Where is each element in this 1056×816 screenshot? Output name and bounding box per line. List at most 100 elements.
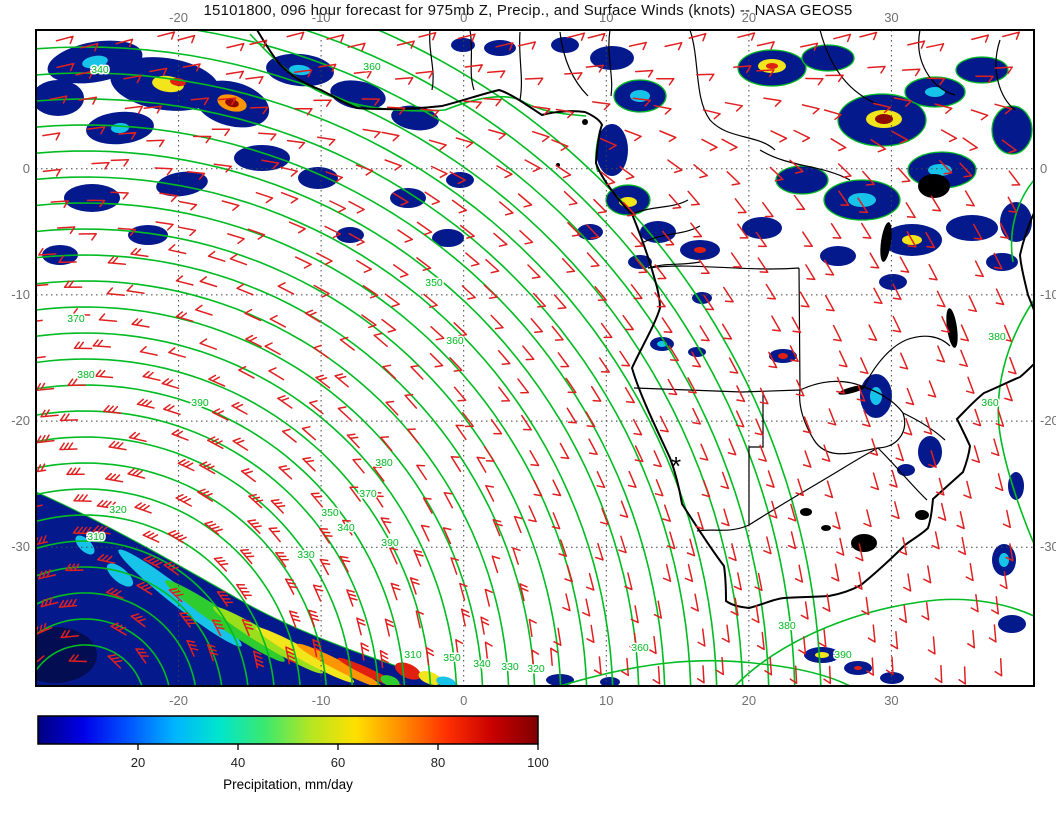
contour-label: 370 — [67, 313, 85, 325]
height-contour-line — [36, 332, 458, 686]
lon-tick-label-bottom: 20 — [742, 693, 756, 708]
precip-blob — [390, 188, 426, 208]
contour-label: 370 — [359, 488, 377, 500]
contour-label: 350 — [425, 277, 443, 289]
wind-barbs-path — [36, 31, 1021, 685]
precip-core — [925, 87, 945, 97]
interior-mark-2 — [821, 525, 831, 531]
interior-mark-1 — [800, 508, 812, 516]
precip-blob — [879, 274, 907, 290]
precip-blob — [640, 221, 676, 243]
contour-label: 340 — [91, 64, 109, 76]
contour-label: 350 — [443, 652, 461, 664]
colorbar-tick-label: 80 — [431, 755, 445, 770]
precip-blob — [446, 172, 474, 188]
contour-label: 310 — [87, 531, 105, 543]
precip-blob — [156, 171, 208, 197]
precip-blob — [1000, 202, 1032, 242]
lake-malawi — [946, 308, 958, 348]
geography — [256, 30, 1034, 610]
lat-tick-label-left: -10 — [11, 287, 30, 302]
precip-blob — [820, 246, 856, 266]
precip-blob — [955, 56, 1009, 84]
lon-tick-label-bottom: 10 — [599, 693, 613, 708]
height-contour-line — [195, 30, 770, 686]
colorbar-ticks: 20 40 60 80 100 — [131, 744, 549, 770]
precip-blob — [451, 38, 475, 52]
contour-label: 380 — [778, 620, 796, 632]
contour-label: 360 — [446, 335, 464, 347]
precip-blob — [986, 253, 1018, 271]
contour-label: 350 — [321, 507, 339, 519]
precip-blob — [991, 105, 1033, 155]
precip-blob — [998, 615, 1026, 633]
height-contour-line — [36, 46, 744, 686]
precip-core — [36, 627, 97, 683]
height-contour-line — [36, 514, 275, 686]
precip-core — [694, 247, 706, 253]
precip-blob — [596, 124, 628, 176]
plot-title: 15101800, 096 hour forecast for 975mb Z,… — [203, 2, 853, 19]
precip-blob — [801, 44, 855, 72]
africa-coastline — [256, 30, 1034, 610]
precip-blob — [880, 672, 904, 684]
lat-tick-label-right: 0 — [1040, 161, 1047, 176]
lon-tick-label-bottom: -20 — [169, 693, 188, 708]
colorbar-tick-label: 40 — [231, 755, 245, 770]
lake-tanganyika — [880, 222, 892, 262]
height-contour-line — [36, 436, 354, 686]
south-coast-contour-2 — [559, 659, 851, 686]
contour-label: 310 — [404, 649, 422, 661]
colorbar-tick-label: 20 — [131, 755, 145, 770]
lat-tick-label-right: -30 — [1040, 539, 1056, 554]
lon-tick-label-top: 20 — [742, 10, 756, 25]
height-contour-line — [36, 306, 484, 686]
height-contour-line — [36, 254, 536, 686]
precip-blob — [336, 227, 364, 243]
contour-labels: 340 360 350 360 370 380 390 380 370 350 340 330 320 3… — [66, 60, 1008, 677]
plot-border — [35, 29, 1035, 687]
precip-core — [875, 114, 893, 124]
contour-label: 330 — [297, 549, 315, 561]
height-contour-line — [36, 592, 197, 686]
south-coast-contour-1 — [734, 598, 1034, 686]
lon-tick-label-bottom: -10 — [312, 693, 331, 708]
contour-label: 360 — [631, 642, 649, 654]
precip-blob — [742, 217, 782, 239]
wind-barbs — [36, 31, 1021, 685]
precip-blob — [897, 464, 915, 476]
contour-label: 380 — [375, 457, 393, 469]
lon-tick-label-bottom: 30 — [884, 693, 898, 708]
axis-tick-labels: -20 -20 -10 -10 0 0 10 10 20 20 30 30 0 0 -10 -10 -20 -20… — [11, 10, 1056, 708]
lat-tick-label-left: -20 — [11, 413, 30, 428]
forecast-map: 340 360 350 360 370 380 390 380 370 350 340 330 320 3… — [11, 10, 1056, 708]
contour-label: 380 — [77, 369, 95, 381]
height-contour-line — [36, 228, 562, 686]
lon-tick-label-top: 10 — [599, 10, 613, 25]
contour-label: 380 — [988, 331, 1006, 343]
precip-core — [870, 387, 882, 405]
lon-tick-label-top: -10 — [312, 10, 331, 25]
height-contour-line — [36, 358, 432, 686]
contour-label: 340 — [473, 658, 491, 670]
precip-blob — [1008, 472, 1024, 500]
contour-label: 340 — [337, 522, 355, 534]
country-borders-north — [429, 30, 1016, 269]
colorbar: 20 40 60 80 100 Precipitation, mm/day — [37, 715, 549, 792]
precip-blob — [946, 215, 998, 241]
precip-blob — [128, 225, 168, 245]
precip-core — [815, 652, 829, 658]
lat-tick-label-right: -20 — [1040, 413, 1056, 428]
precip-core — [766, 63, 778, 69]
lat-tick-label-right: -10 — [1040, 287, 1056, 302]
precip-core — [75, 535, 95, 555]
contour-label: 360 — [363, 61, 381, 73]
precip-blob — [600, 677, 620, 686]
lat-tick-label-left: -30 — [11, 539, 30, 554]
contour-label: 390 — [834, 649, 852, 661]
precip-blob — [432, 229, 464, 247]
precip-core — [380, 675, 400, 686]
swaziland-outline — [915, 510, 929, 520]
height-contour-line — [36, 98, 692, 686]
contour-label: 390 — [191, 397, 209, 409]
